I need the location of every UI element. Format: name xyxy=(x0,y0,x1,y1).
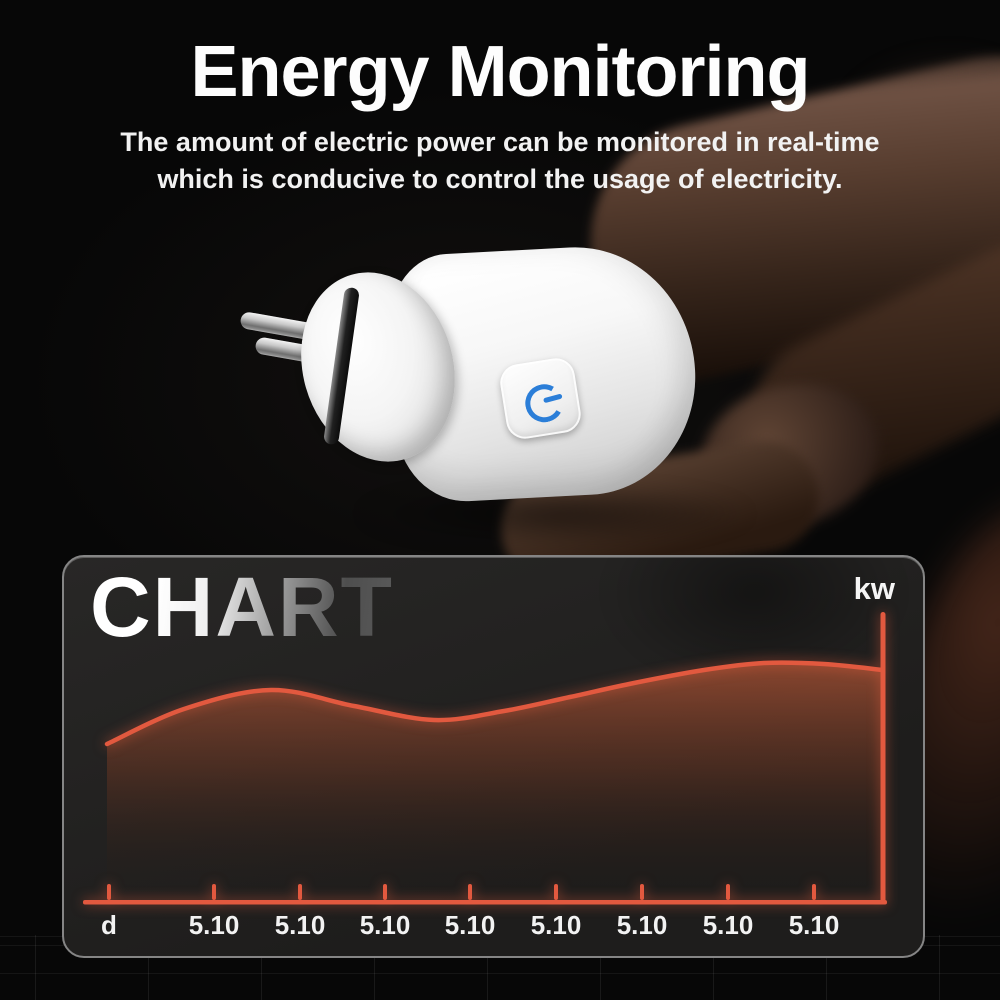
power-icon xyxy=(520,378,567,427)
chart-title: CHART xyxy=(90,560,394,654)
power-icon-ring xyxy=(520,379,567,427)
x-tick-label: 5.10 xyxy=(789,910,840,940)
smart-plug xyxy=(235,241,755,545)
x-tick-label: 5.10 xyxy=(189,910,240,940)
x-tick-label: 5.10 xyxy=(360,910,411,940)
chart-unit-label: kw xyxy=(853,571,895,606)
plug-power-button xyxy=(497,355,584,442)
energy-area-chart: d 5.10 5.10 5.10 5.10 5.10 5.10 5.10 5.10 xyxy=(83,612,887,940)
x-tick-label: d xyxy=(101,910,117,940)
x-tick-label: 5.10 xyxy=(275,910,326,940)
subtitle-line-1: The amount of electric power can be moni… xyxy=(120,127,880,157)
chart-panel: CHART kw d 5.10 5.10 5.10 5.10 5.10 5.10 5.10 5.… xyxy=(62,555,925,958)
x-tick-label: 5.10 xyxy=(617,910,668,940)
x-tick-label: 5.10 xyxy=(531,910,582,940)
page-subtitle: The amount of electric power can be moni… xyxy=(0,124,1000,198)
x-tick-label: 5.10 xyxy=(703,910,754,940)
page-title: Energy Monitoring xyxy=(190,32,811,112)
subtitle-line-2: which is conducive to control the usage … xyxy=(157,164,843,194)
x-tick-label: 5.10 xyxy=(445,910,496,940)
